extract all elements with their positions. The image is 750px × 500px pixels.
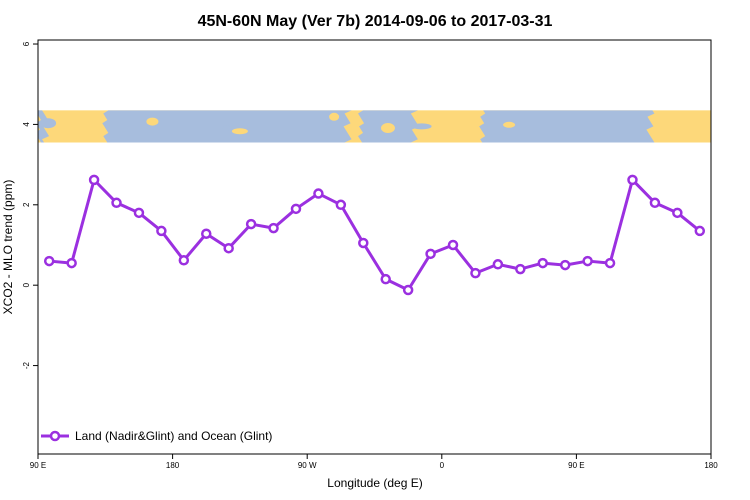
data-point	[111, 197, 122, 209]
y-tick-label: 2	[22, 202, 31, 207]
x-axis: 90 E 180 90 W 0 90 E 180	[30, 454, 718, 470]
data-point	[694, 225, 706, 237]
x-tick-label: 180	[166, 461, 180, 470]
data-point	[470, 267, 481, 279]
x-tick-label: 90 W	[298, 461, 317, 470]
map-island	[503, 121, 516, 128]
plot-frame	[37, 39, 712, 455]
legend-marker	[49, 430, 61, 442]
map-island	[380, 123, 395, 134]
data-point	[582, 255, 593, 267]
y-tick-label: -2	[22, 361, 31, 369]
x-tick-label: 0	[440, 461, 445, 470]
data-point	[223, 242, 234, 254]
data-point	[43, 255, 55, 267]
map-island	[329, 112, 340, 121]
map-island	[678, 125, 691, 134]
data-point	[313, 188, 324, 199]
y-axis: -2 0 2 4 6	[22, 41, 38, 369]
data-point	[425, 248, 436, 260]
data-point	[335, 199, 347, 211]
y-tick-label: 6	[22, 41, 31, 46]
data-point	[66, 257, 77, 269]
data-point	[133, 207, 145, 219]
data-point	[537, 257, 548, 269]
data-point	[156, 225, 167, 237]
y-tick-label: 0	[22, 282, 31, 287]
series-line	[49, 178, 701, 292]
series-layer	[43, 174, 706, 296]
world-map-strip	[38, 110, 711, 143]
data-point	[559, 259, 571, 271]
map-island	[231, 128, 248, 135]
map-island	[432, 111, 451, 120]
data-point	[672, 207, 683, 219]
data-point	[88, 174, 100, 186]
data-point	[402, 284, 414, 296]
data-point	[627, 174, 638, 186]
legend-entry: Land (Nadir&Glint) and Ocean (Glint)	[75, 429, 272, 443]
map-water	[222, 125, 231, 132]
y-axis-label: XCO2 - MLO trend (ppm)	[1, 180, 15, 315]
data-point	[492, 259, 504, 270]
data-point	[268, 222, 279, 234]
x-tick-label: 90 E	[568, 461, 584, 470]
data-point	[447, 239, 459, 251]
map-water	[40, 118, 57, 129]
x-tick-label: 90 E	[30, 461, 46, 470]
legend: Land (Nadir&Glint) and Ocean (Glint)	[41, 429, 272, 443]
map-water	[411, 123, 432, 130]
data-point	[201, 228, 212, 239]
x-axis-label: Longitude (deg E)	[327, 476, 422, 490]
data-point	[290, 203, 302, 215]
y-tick-label: 4	[22, 122, 31, 127]
data-point	[178, 255, 190, 266]
data-point	[515, 263, 526, 275]
data-point	[604, 257, 616, 269]
chart-title: 45N-60N May (Ver 7b) 2014-09-06 to 2017-…	[198, 13, 553, 30]
map-ocean	[479, 110, 655, 143]
data-point	[649, 197, 661, 209]
data-point	[380, 273, 391, 285]
map-island	[146, 117, 159, 126]
data-point	[358, 237, 369, 249]
data-point	[245, 218, 257, 230]
x-tick-label: 180	[704, 461, 718, 470]
